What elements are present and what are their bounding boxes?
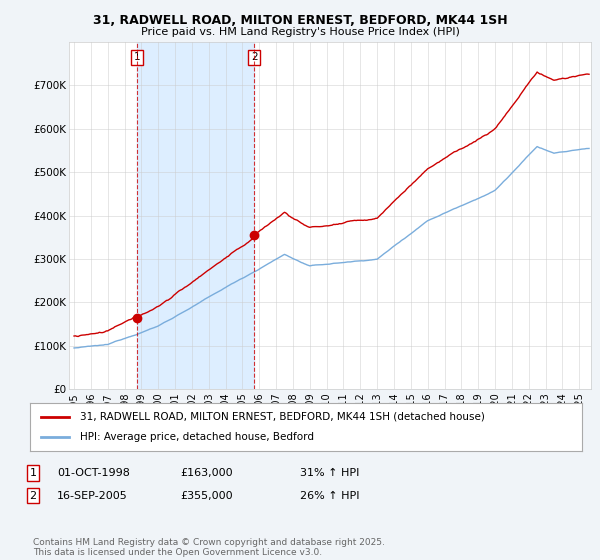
Text: 1: 1	[134, 53, 140, 62]
Text: 31% ↑ HPI: 31% ↑ HPI	[300, 468, 359, 478]
Text: £163,000: £163,000	[180, 468, 233, 478]
Text: 31, RADWELL ROAD, MILTON ERNEST, BEDFORD, MK44 1SH: 31, RADWELL ROAD, MILTON ERNEST, BEDFORD…	[92, 14, 508, 27]
Text: Contains HM Land Registry data © Crown copyright and database right 2025.
This d: Contains HM Land Registry data © Crown c…	[33, 538, 385, 557]
Text: 26% ↑ HPI: 26% ↑ HPI	[300, 491, 359, 501]
Text: Price paid vs. HM Land Registry's House Price Index (HPI): Price paid vs. HM Land Registry's House …	[140, 27, 460, 37]
Text: 31, RADWELL ROAD, MILTON ERNEST, BEDFORD, MK44 1SH (detached house): 31, RADWELL ROAD, MILTON ERNEST, BEDFORD…	[80, 412, 485, 422]
Bar	[137, 42, 254, 389]
Text: £355,000: £355,000	[180, 491, 233, 501]
Text: 2: 2	[29, 491, 37, 501]
Text: HPI: Average price, detached house, Bedford: HPI: Average price, detached house, Bedf…	[80, 432, 314, 442]
Text: 16-SEP-2005: 16-SEP-2005	[57, 491, 128, 501]
Text: 01-OCT-1998: 01-OCT-1998	[57, 468, 130, 478]
Text: 1: 1	[29, 468, 37, 478]
Text: 2: 2	[251, 53, 258, 62]
